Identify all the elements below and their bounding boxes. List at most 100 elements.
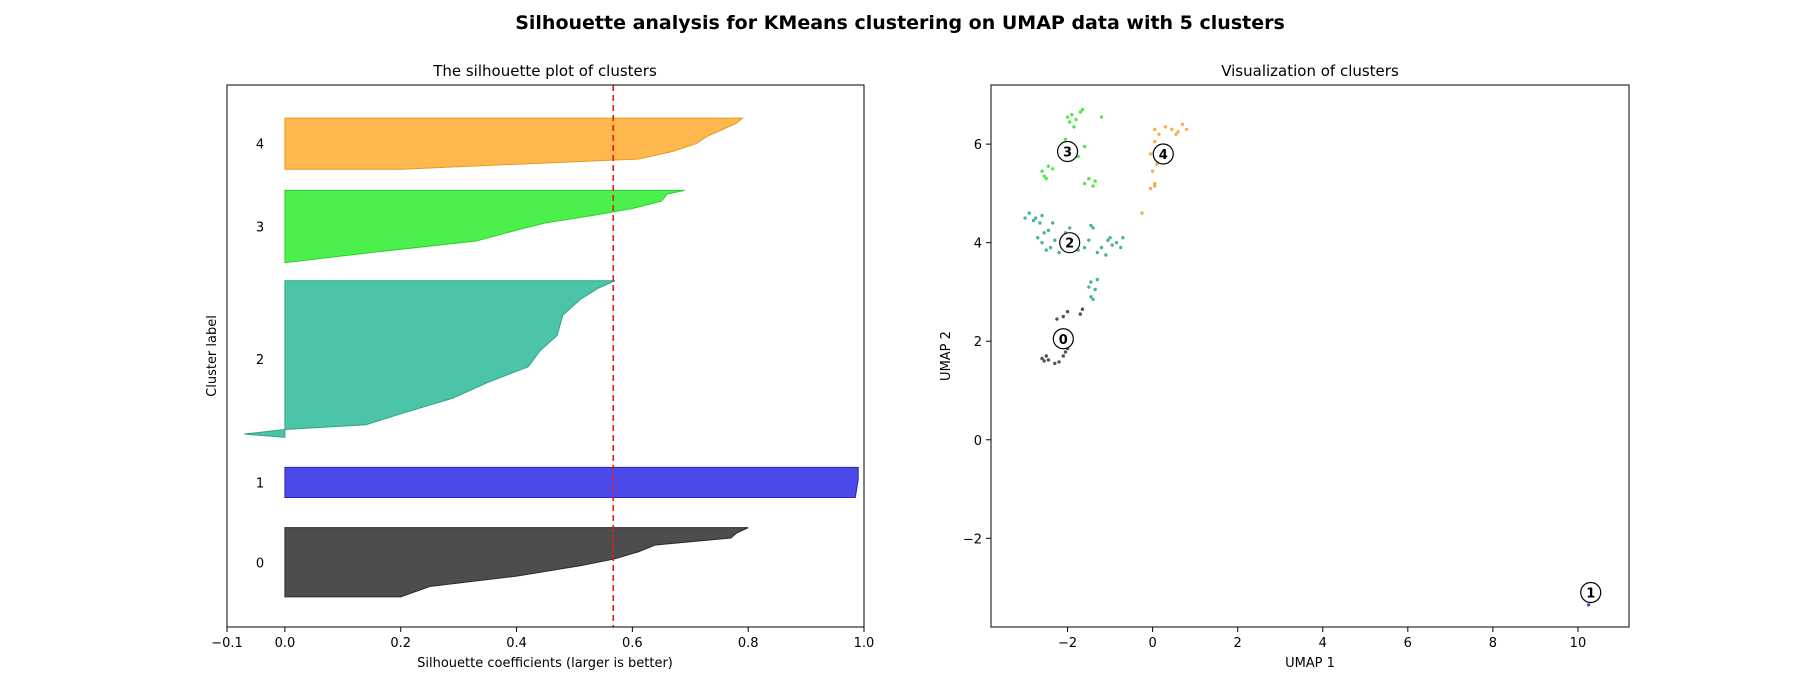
scatter-point-cluster-2 — [1040, 213, 1044, 218]
scatter-point-cluster-3 — [1067, 120, 1072, 124]
silhouette-cluster-3 — [284, 189, 685, 264]
scatter-point-cluster-4 — [1140, 211, 1144, 215]
cluster-center-2: 2 — [1059, 232, 1081, 254]
cluster-label-1: 1 — [256, 476, 264, 491]
scatter-point-cluster-2 — [1033, 216, 1038, 220]
cluster-center-marker — [1052, 328, 1074, 350]
scatter-point-cluster-0 — [1040, 356, 1044, 361]
silhouette-x-ticks: −0.1 0.0 0.2 0.4 0.6 0.8 1.0 — [211, 627, 874, 651]
silhouette-x-tick-label: 1.0 — [854, 636, 875, 651]
silhouette-plot-frame — [226, 84, 865, 628]
scatter-point-cluster-3 — [1080, 107, 1085, 112]
scatter-x-tick-label: 0 — [1148, 636, 1156, 651]
silhouette-cluster-4 — [284, 117, 744, 170]
scatter-point-cluster-3 — [1099, 115, 1104, 119]
cluster-centers: 0 1 2 3 4 — [1052, 140, 1602, 604]
scatter-point-cluster-3 — [1063, 137, 1068, 141]
scatter-point-cluster-1 — [1586, 603, 1591, 607]
scatter-point-cluster-0 — [1080, 307, 1085, 311]
scatter-point-cluster-4 — [1153, 139, 1157, 144]
cluster-center-marker — [1152, 143, 1174, 165]
silhouette-x-tick-label: 0.6 — [622, 636, 643, 651]
scatter-plot-title: Visualization of clusters — [1221, 62, 1399, 80]
cluster-label-4: 4 — [256, 138, 264, 153]
silhouette-y-label: Cluster label — [205, 315, 220, 397]
scatter-point-cluster-2 — [1040, 240, 1044, 245]
scatter-point-cluster-4 — [1153, 127, 1157, 132]
scatter-point-cluster-2 — [1046, 228, 1051, 233]
cluster-center-marker — [1056, 140, 1079, 163]
scatter-point-cluster-3 — [1046, 164, 1051, 168]
scatter-point-cluster-0 — [1063, 350, 1068, 354]
scatter-x-tick-label: 2 — [1234, 636, 1242, 651]
scatter-y-label: UMAP 2 — [939, 331, 954, 381]
scatter-point-cluster-2 — [1089, 280, 1093, 284]
scatter-point-cluster-2 — [1087, 285, 1091, 289]
scatter-point-cluster-4 — [1150, 169, 1155, 173]
scatter-point-cluster-2 — [1036, 236, 1040, 240]
cluster-label-0: 0 — [256, 556, 264, 571]
scatter-point-cluster-4 — [1174, 132, 1178, 136]
scatter-point-cluster-2 — [1053, 238, 1057, 242]
scatter-point-cluster-3 — [1040, 169, 1044, 173]
scatter-point-cluster-2 — [1089, 295, 1093, 299]
figure-suptitle: Silhouette analysis for KMeans clusterin… — [515, 12, 1285, 34]
scatter-point-cluster-4 — [1180, 122, 1185, 127]
cluster-center-marker — [1580, 581, 1602, 604]
scatter-point-cluster-4 — [1153, 181, 1157, 186]
scatter-point-cluster-3 — [1091, 184, 1095, 188]
scatter-point-cluster-2 — [1087, 238, 1091, 242]
scatter-point-cluster-0 — [1078, 312, 1083, 316]
scatter-point-cluster-3 — [1070, 112, 1074, 117]
scatter-point-cluster-4 — [1170, 127, 1174, 132]
scatter-point-cluster-0 — [1044, 354, 1048, 358]
cluster-center-label: 2 — [1065, 237, 1074, 252]
scatter-point-cluster-2 — [1104, 253, 1108, 257]
scatter-point-cluster-2 — [1095, 250, 1100, 255]
cluster-center-label: 3 — [1063, 146, 1072, 161]
scatter-point-cluster-3 — [1044, 176, 1048, 181]
scatter-point-cluster-2 — [1121, 236, 1125, 240]
scatter-point-cluster-3 — [1074, 117, 1078, 122]
scatter-x-label: UMAP 1 — [1285, 656, 1335, 671]
silhouette-fills — [244, 117, 859, 598]
scatter-point-cluster-4 — [1153, 184, 1157, 188]
scatter-point-cluster-3 — [1078, 110, 1083, 114]
scatter-point-cluster-2 — [1108, 236, 1112, 240]
cluster-center-0: 0 — [1052, 328, 1074, 350]
scatter-point-cluster-2 — [1106, 238, 1110, 242]
scatter-y-tick-label: 2 — [974, 335, 982, 350]
scatter-point-cluster-2 — [1099, 245, 1104, 250]
scatter-x-tick-label: −2 — [1058, 636, 1077, 651]
cluster-scatter-plot: Visualization of clusters 0 1 2 3 4 −2 0 2 4 6 8 1… — [939, 62, 1630, 671]
scatter-point-cluster-2 — [1057, 250, 1061, 255]
cluster-center-1: 1 — [1580, 581, 1602, 604]
scatter-point-cluster-2 — [1091, 226, 1095, 230]
scatter-point-cluster-3 — [1065, 115, 1070, 119]
scatter-y-tick-label: 0 — [974, 434, 982, 449]
silhouette-cluster-2 — [244, 280, 616, 438]
scatter-plot-frame — [990, 84, 1630, 628]
scatter-point-cluster-2 — [1119, 245, 1123, 250]
scatter-y-tick-label: 6 — [974, 138, 982, 153]
scatter-y-ticks: −2 0 2 4 6 — [963, 138, 991, 547]
scatter-point-cluster-4 — [1163, 125, 1168, 129]
cluster-center-3: 3 — [1056, 140, 1079, 163]
scatter-point-cluster-0 — [1055, 317, 1059, 321]
scatter-point-cluster-2 — [1089, 223, 1093, 228]
scatter-y-tick-label: −2 — [963, 532, 982, 547]
scatter-point-cluster-2 — [1095, 277, 1100, 282]
scatter-x-ticks: −2 0 2 4 6 8 10 — [1058, 627, 1586, 651]
silhouette-x-tick-label: 0.2 — [390, 636, 411, 651]
scatter-point-cluster-2 — [1114, 240, 1119, 245]
scatter-point-cluster-2 — [1067, 226, 1072, 230]
scatter-x-tick-label: 4 — [1319, 636, 1327, 651]
scatter-point-cluster-2 — [1110, 243, 1114, 247]
silhouette-x-label: Silhouette coefficients (larger is bette… — [417, 656, 673, 671]
scatter-point-cluster-0 — [1061, 314, 1066, 319]
scatter-point-cluster-2 — [1082, 245, 1087, 250]
scatter-point-cluster-0 — [1046, 358, 1051, 362]
cluster-label-2: 2 — [256, 353, 264, 368]
scatter-point-cluster-2 — [1042, 231, 1046, 235]
